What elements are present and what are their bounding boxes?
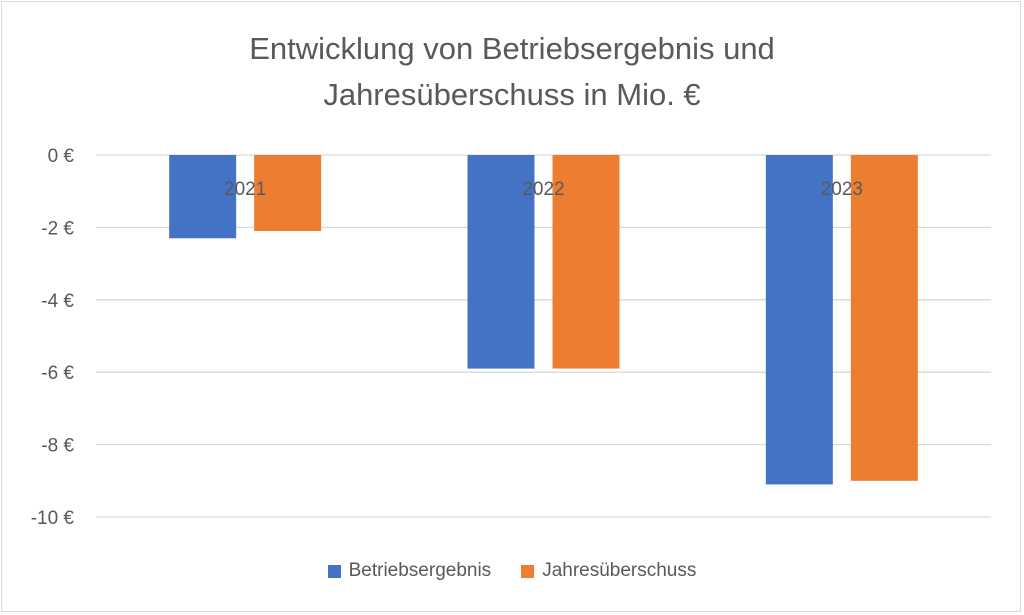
y-tick-label: -2 €: [41, 218, 74, 239]
y-tick-label: -8 €: [41, 436, 74, 457]
legend-label-betriebsergebnis: Betriebsergebnis: [348, 560, 492, 581]
chart-title: Entwicklung von Betriebsergebnis und Jah…: [0, 26, 1024, 118]
y-tick-label: 0 €: [48, 146, 75, 167]
category-label: 2021: [224, 179, 266, 200]
bar-jahres-berschuss-2021: [254, 155, 322, 232]
bar-betriebsergebnis-2021: [169, 155, 237, 239]
bar-jahres-berschuss-2023: [850, 155, 918, 481]
legend-swatch-betriebsergebnis: [327, 564, 341, 578]
y-tick-label: -4 €: [41, 291, 74, 312]
category-label: 2023: [821, 179, 863, 200]
legend-item-betriebsergebnis: Betriebsergebnis: [327, 560, 492, 582]
chart-title-line-2: Jahresüberschuss in Mio. €: [323, 77, 701, 112]
bar-jahres-berschuss-2022: [552, 155, 620, 369]
y-tick-label: -6 €: [41, 363, 74, 384]
chart-title-line-1: Entwicklung von Betriebsergebnis und: [249, 31, 775, 66]
category-label: 2022: [522, 179, 564, 200]
y-tick-label: -10 €: [31, 508, 75, 529]
bar-betriebsergebnis-2022: [467, 155, 535, 369]
legend-item-jahresueberschuss: Jahresüberschuss: [521, 560, 696, 582]
legend-label-jahresueberschuss: Jahresüberschuss: [542, 560, 697, 581]
bar-betriebsergebnis-2023: [765, 155, 833, 485]
legend-swatch-jahresueberschuss: [521, 564, 535, 578]
legend: Betriebsergebnis Jahresüberschuss: [0, 560, 1024, 582]
